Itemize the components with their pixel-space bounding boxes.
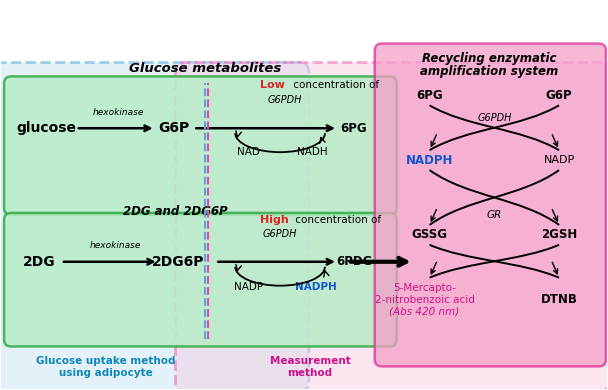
Text: NADPH: NADPH [295, 282, 337, 292]
Text: NADP: NADP [544, 155, 575, 165]
Text: DTNB: DTNB [541, 293, 578, 306]
Text: G6PDH: G6PDH [477, 113, 511, 123]
Text: (Abs 420 nm): (Abs 420 nm) [390, 307, 460, 317]
FancyBboxPatch shape [176, 62, 608, 390]
Text: GR: GR [486, 210, 502, 220]
Text: Measurement: Measurement [269, 356, 350, 367]
FancyBboxPatch shape [4, 76, 396, 215]
Text: 6PG: 6PG [416, 89, 443, 102]
Text: using adipocyte: using adipocyte [59, 369, 153, 378]
Text: High: High [260, 215, 289, 225]
Text: 2DG6P: 2DG6P [152, 255, 205, 269]
Text: NADPH: NADPH [406, 154, 453, 167]
Text: Low: Low [260, 80, 285, 90]
Text: 2GSH: 2GSH [541, 229, 577, 241]
Text: 2DG: 2DG [22, 255, 55, 269]
Text: hexokinase: hexokinase [90, 241, 142, 250]
Text: Glucose uptake method: Glucose uptake method [36, 356, 176, 367]
FancyBboxPatch shape [375, 44, 606, 366]
Text: glucose: glucose [16, 121, 76, 135]
Text: G6P: G6P [158, 121, 189, 135]
Text: Glucose metabolites: Glucose metabolites [130, 62, 282, 75]
Text: GSSG: GSSG [412, 229, 447, 241]
Text: NADH: NADH [297, 147, 327, 157]
Text: G6PDH: G6PDH [263, 229, 297, 239]
Text: 2DG and 2DG6P: 2DG and 2DG6P [123, 206, 228, 218]
Text: 5-Mercapto-: 5-Mercapto- [393, 283, 456, 292]
FancyBboxPatch shape [0, 62, 309, 390]
Text: 6PG: 6PG [340, 122, 367, 135]
Text: concentration of: concentration of [290, 80, 379, 90]
Text: NADP: NADP [233, 282, 263, 292]
Text: G6PDH: G6PDH [268, 95, 302, 105]
Text: Recycling enzymatic: Recycling enzymatic [422, 52, 556, 65]
Text: concentration of: concentration of [292, 215, 381, 225]
Text: hexokinase: hexokinase [93, 108, 144, 117]
Text: amplification system: amplification system [420, 65, 559, 78]
Text: 2-nitrobenzoic acid: 2-nitrobenzoic acid [375, 294, 474, 305]
Text: 6PDG: 6PDG [337, 255, 373, 268]
Text: NAD: NAD [237, 147, 260, 157]
FancyBboxPatch shape [4, 213, 396, 346]
Text: G6P: G6P [546, 89, 572, 102]
Text: method: method [288, 369, 333, 378]
